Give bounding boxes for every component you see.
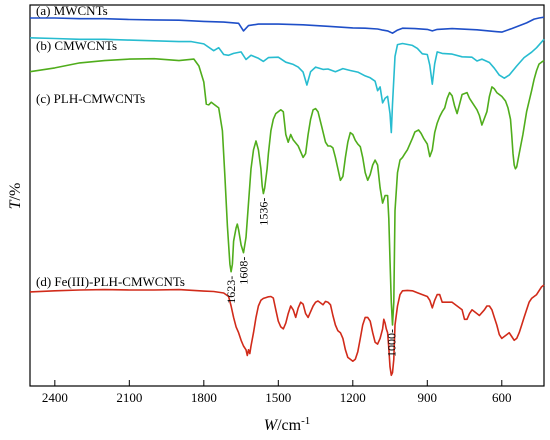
series-line-d <box>29 284 545 377</box>
series-line-b <box>29 37 545 134</box>
x-ticks: 2400 2100 1800 1500 1200 900 600 <box>42 380 512 405</box>
plot-frame <box>29 4 545 387</box>
x-axis-title-unit: /cm <box>277 417 302 434</box>
series-lines <box>29 16 545 377</box>
x-tick-label: 600 <box>492 390 512 405</box>
peak-annotation: 1623- <box>224 276 238 304</box>
y-axis-title: T/% <box>7 183 24 210</box>
x-tick-label: 900 <box>418 390 438 405</box>
series-label-c: (c) PLH-CMWCNTs <box>36 91 145 106</box>
x-tick-label: 1500 <box>265 390 291 405</box>
x-axis-title: W/cm-1 <box>264 415 311 434</box>
x-tick-label: 1800 <box>191 390 217 405</box>
x-tick-label: 1200 <box>340 390 366 405</box>
peak-annotations: 1623-1608- 1536- 1000- <box>224 198 398 357</box>
series-label-b: (b) CMWCNTs <box>36 38 117 53</box>
x-tick-label: 2100 <box>116 390 142 405</box>
peak-annotation: 1536- <box>256 198 270 226</box>
x-tick-label: 2400 <box>42 390 68 405</box>
peak-annotation: 1000- <box>384 329 398 357</box>
series-line-c <box>29 57 545 326</box>
x-axis-title-main: W <box>264 417 279 434</box>
x-axis-title-sup: -1 <box>301 415 310 427</box>
series-label-a: (a) MWCNTs <box>36 3 108 18</box>
series-label-d: (d) Fe(III)-PLH-CMWCNTs <box>36 274 185 289</box>
series-labels: (a) MWCNTs (b) CMWCNTs (c) PLH-CMWCNTs (d) … <box>36 3 185 289</box>
y-axis-title-main: T <box>7 199 24 209</box>
y-axis-title-unit: /% <box>7 183 24 201</box>
series-line-a <box>30 16 545 34</box>
peak-annotation: 1608- <box>237 257 251 285</box>
